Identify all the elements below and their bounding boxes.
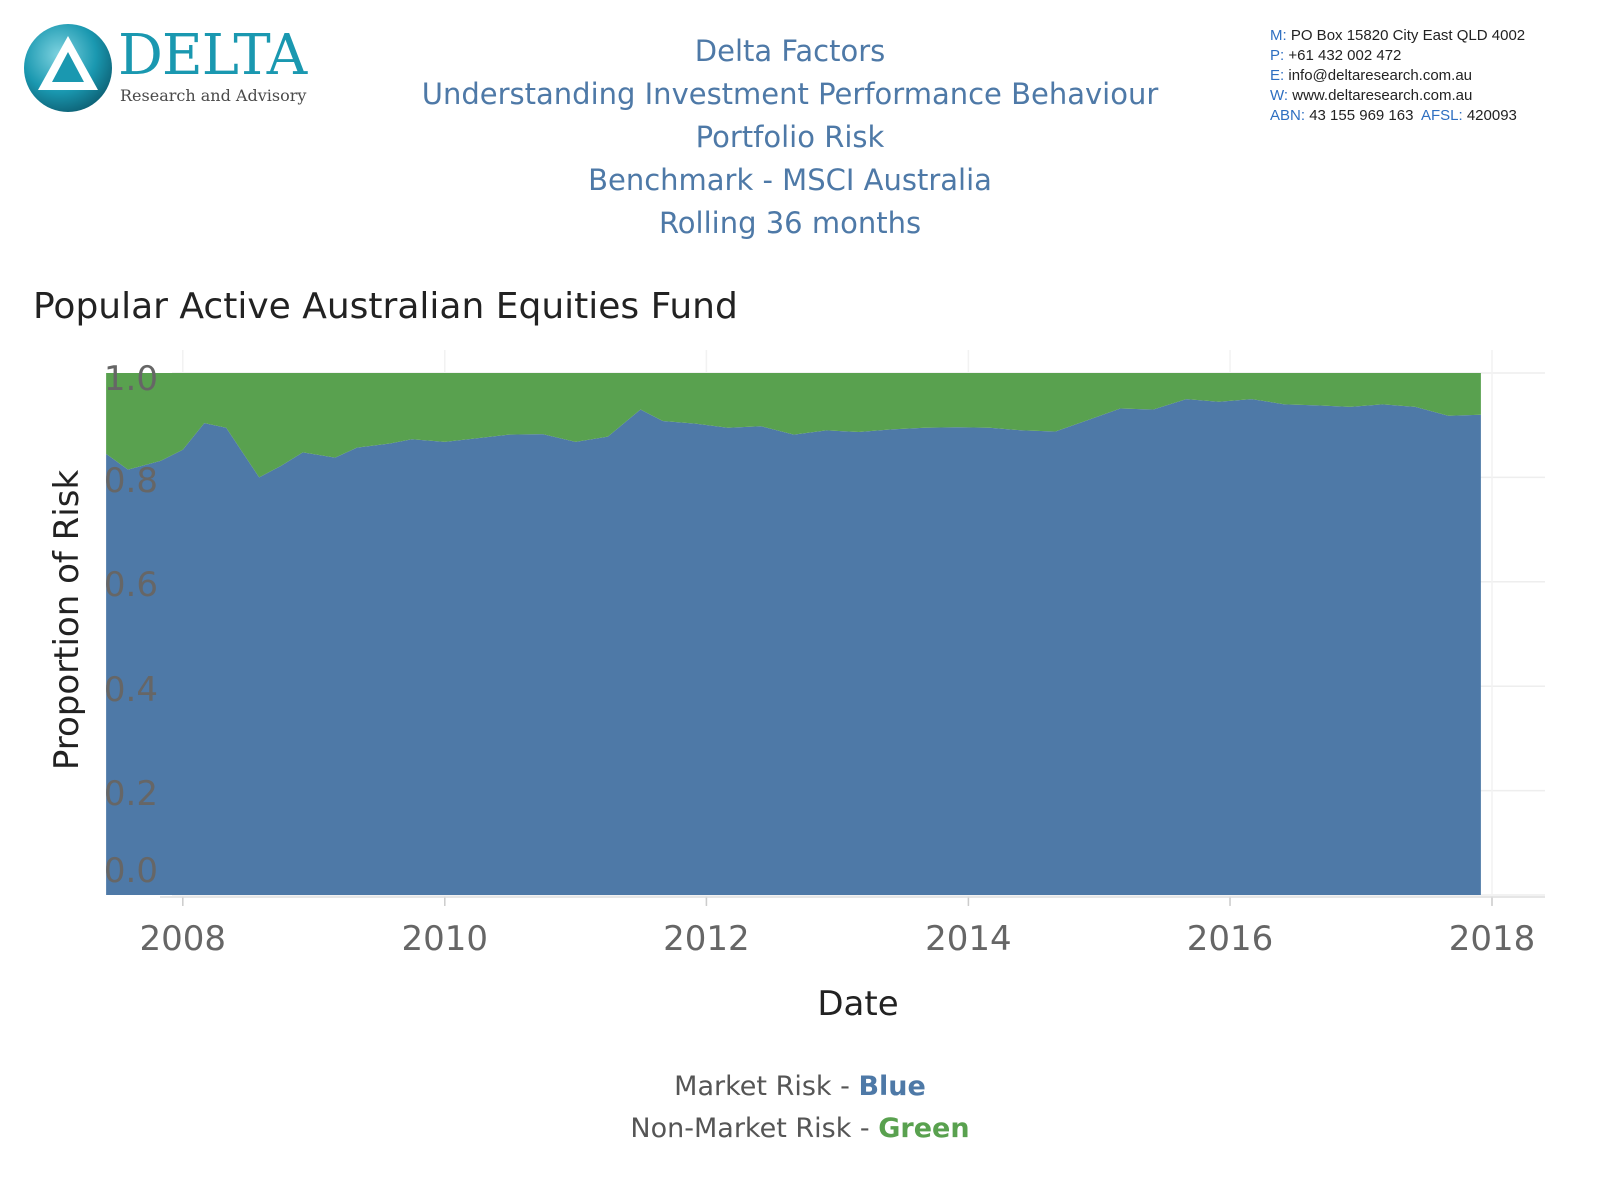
contact-mail: M: PO Box 15820 City East QLD 4002 xyxy=(1270,27,1526,44)
legend-nonmarket-color: Green xyxy=(878,1113,970,1144)
area-market-risk xyxy=(106,399,1481,895)
header-line-2: Understanding Investment Performance Beh… xyxy=(421,77,1159,111)
chart-title: Popular Active Australian Equities Fund xyxy=(33,286,738,327)
y-tick-label: 0.2 xyxy=(104,774,158,814)
header-line-4: Benchmark - MSCI Australia xyxy=(588,163,992,197)
header-line-1: Delta Factors xyxy=(694,34,886,68)
x-tick-label: 2010 xyxy=(402,919,489,959)
delta-logo: DELTA Research and Advisory xyxy=(22,20,322,120)
logo-wordmark: DELTA xyxy=(118,23,307,88)
header-line-5: Rolling 36 months xyxy=(658,206,922,240)
contact-phone: P: +61 432 002 472 xyxy=(1270,47,1402,64)
header-line-3: Portfolio Risk xyxy=(695,120,885,154)
legend-market-color: Blue xyxy=(858,1071,926,1102)
y-tick-label: 1.0 xyxy=(104,359,158,399)
x-tick-label: 2014 xyxy=(925,919,1012,959)
contact-block: M: PO Box 15820 City East QLD 4002 P: +6… xyxy=(1270,26,1590,126)
report-header: Delta Factors Understanding Investment P… xyxy=(380,30,1200,245)
x-tick-label: 2016 xyxy=(1187,919,1274,959)
x-tick-label: 2018 xyxy=(1449,919,1536,959)
contact-email: E: info@deltaresearch.com.au xyxy=(1270,67,1473,84)
area-layer xyxy=(106,373,1481,895)
contact-web: W: www.deltaresearch.com.au xyxy=(1270,87,1473,104)
legend: Market Risk - Blue Non-Market Risk - Gre… xyxy=(0,1066,1600,1150)
legend-market: Market Risk - Blue xyxy=(674,1071,926,1102)
delta-triangle-icon xyxy=(24,24,112,112)
logo-tagline: Research and Advisory xyxy=(120,86,307,105)
area-non-market-risk xyxy=(106,373,1481,478)
legend-nonmarket: Non-Market Risk - Green xyxy=(630,1113,970,1144)
y-tick-label: 0.4 xyxy=(104,670,158,710)
x-tick-label: 2008 xyxy=(140,919,227,959)
x-axis-title: Date xyxy=(817,984,898,1024)
risk-area-chart: 0.0 0.2 0.4 0.6 0.8 1.0 2008 2010 2012 2014 2016 20… xyxy=(47,350,1545,1024)
contact-abn: ABN: 43 155 969 163 AFSL: 420093 xyxy=(1270,107,1517,124)
y-axis-title: Proportion of Risk xyxy=(47,470,87,771)
y-tick-label: 0.0 xyxy=(104,851,158,891)
y-tick-label: 0.6 xyxy=(104,565,158,605)
axes: 0.0 0.2 0.4 0.6 0.8 1.0 2008 2010 2012 2014 2016 20… xyxy=(104,359,1545,959)
x-tick-label: 2012 xyxy=(663,919,750,959)
y-tick-label: 0.8 xyxy=(104,461,158,501)
